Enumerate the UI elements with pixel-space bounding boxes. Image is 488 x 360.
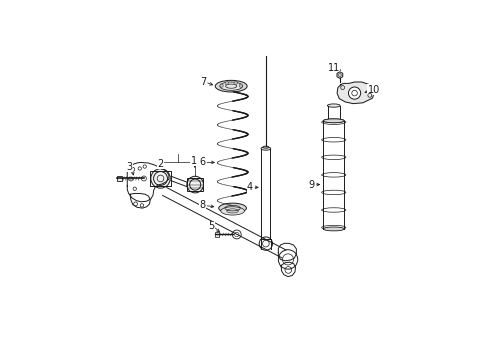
Bar xyxy=(187,178,202,191)
Ellipse shape xyxy=(220,82,242,90)
Text: 4: 4 xyxy=(246,183,253,192)
Ellipse shape xyxy=(218,203,246,213)
Circle shape xyxy=(239,84,242,87)
Ellipse shape xyxy=(221,207,244,215)
Ellipse shape xyxy=(215,80,246,92)
Bar xyxy=(117,176,122,181)
Polygon shape xyxy=(336,82,373,104)
Text: 5: 5 xyxy=(208,221,214,231)
Text: 2: 2 xyxy=(157,159,163,169)
Ellipse shape xyxy=(323,227,344,231)
Text: 6: 6 xyxy=(199,157,205,167)
Circle shape xyxy=(233,82,237,85)
Text: 1: 1 xyxy=(190,156,197,166)
Ellipse shape xyxy=(323,119,344,123)
Ellipse shape xyxy=(327,104,340,107)
Text: 8: 8 xyxy=(199,201,205,210)
Bar xyxy=(214,232,219,237)
Circle shape xyxy=(186,176,203,193)
Circle shape xyxy=(348,87,360,99)
Ellipse shape xyxy=(323,119,344,123)
Text: 9: 9 xyxy=(308,180,314,190)
Circle shape xyxy=(150,169,170,188)
Circle shape xyxy=(224,82,228,85)
Text: 3: 3 xyxy=(126,162,132,172)
Bar xyxy=(150,171,171,186)
Text: 7: 7 xyxy=(200,77,205,87)
Text: 11: 11 xyxy=(327,63,339,73)
Circle shape xyxy=(220,84,223,87)
Text: 10: 10 xyxy=(367,85,379,95)
Ellipse shape xyxy=(261,147,270,150)
